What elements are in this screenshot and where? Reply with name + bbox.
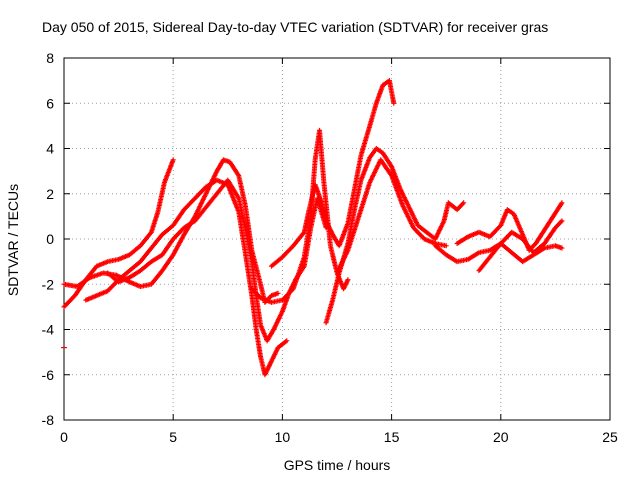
series-sat-f: [268, 78, 397, 269]
data-point: [275, 290, 281, 296]
y-tick-label: -4: [42, 322, 55, 338]
x-tick-label: 5: [169, 429, 177, 445]
y-tick-label: 4: [46, 141, 54, 157]
x-tick-label: 15: [384, 429, 400, 445]
data-point: [559, 200, 565, 206]
series-sat-e: [249, 127, 351, 305]
data-point: [559, 245, 565, 251]
y-tick-label: -8: [42, 412, 55, 428]
data-series: [61, 78, 565, 378]
data-point: [559, 218, 565, 224]
series-sat-b: [61, 157, 281, 305]
data-point: [443, 243, 449, 249]
data-point: [345, 277, 351, 283]
y-tick-label: -2: [42, 276, 55, 292]
series-sat-c: [83, 177, 290, 378]
series-sat-a: [61, 157, 176, 310]
x-tick-label: 0: [60, 429, 68, 445]
y-tick-label: -6: [42, 367, 55, 383]
y-axis-label: SDTVAR / TECUs: [5, 184, 21, 296]
x-tick-label: 20: [493, 429, 509, 445]
series-sat-k: [476, 218, 565, 274]
x-tick-label: 10: [275, 429, 291, 445]
y-tick-label: 2: [46, 186, 54, 202]
y-tick-label: 0: [46, 231, 54, 247]
x-axis-label: GPS time / hours: [284, 457, 391, 473]
data-point: [170, 157, 176, 163]
x-tick-label: 25: [602, 429, 618, 445]
axis-ticks: 0 5 10 15 20 25 -8 -6 -4 -2 0 2 4 6 8: [42, 50, 618, 445]
data-point: [461, 200, 467, 206]
data-point: [284, 338, 290, 344]
series-sat-h: [334, 157, 449, 276]
chart-title: Day 050 of 2015, Sidereal Day-to-day VTE…: [42, 19, 548, 35]
y-tick-label: 8: [46, 50, 54, 66]
y-tick-label: 6: [46, 95, 54, 111]
data-point: [391, 100, 397, 106]
